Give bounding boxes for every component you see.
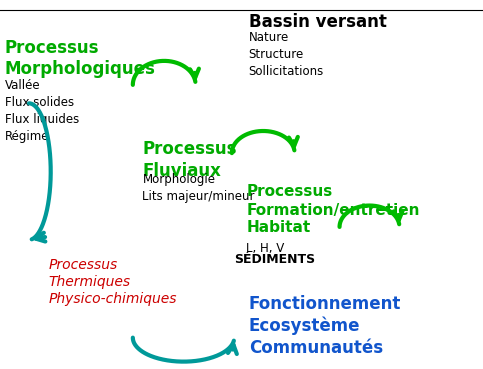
Text: Fonctionnement
Ecosystème
Communautés: Fonctionnement Ecosystème Communautés	[249, 295, 401, 357]
Text: L, H, V: L, H, V	[246, 242, 284, 255]
Text: Processus
Formation/entretien
Habitat: Processus Formation/entretien Habitat	[246, 184, 420, 235]
Text: Vallée
Flux solides
Flux liquides
Régime: Vallée Flux solides Flux liquides Régime	[5, 79, 79, 143]
Text: Nature
Structure
Sollicitations: Nature Structure Sollicitations	[249, 31, 324, 78]
Text: SÉDIMENTS: SÉDIMENTS	[234, 253, 315, 266]
Text: Bassin versant: Bassin versant	[249, 13, 386, 31]
Text: Processus
Fluviaux: Processus Fluviaux	[142, 140, 237, 180]
Text: Processus
Thermiques
Physico-chimiques: Processus Thermiques Physico-chimiques	[48, 258, 177, 306]
Text: Morphologie
Lits majeur/mineur: Morphologie Lits majeur/mineur	[142, 173, 255, 203]
Text: Processus
Morphologiques: Processus Morphologiques	[5, 39, 156, 78]
